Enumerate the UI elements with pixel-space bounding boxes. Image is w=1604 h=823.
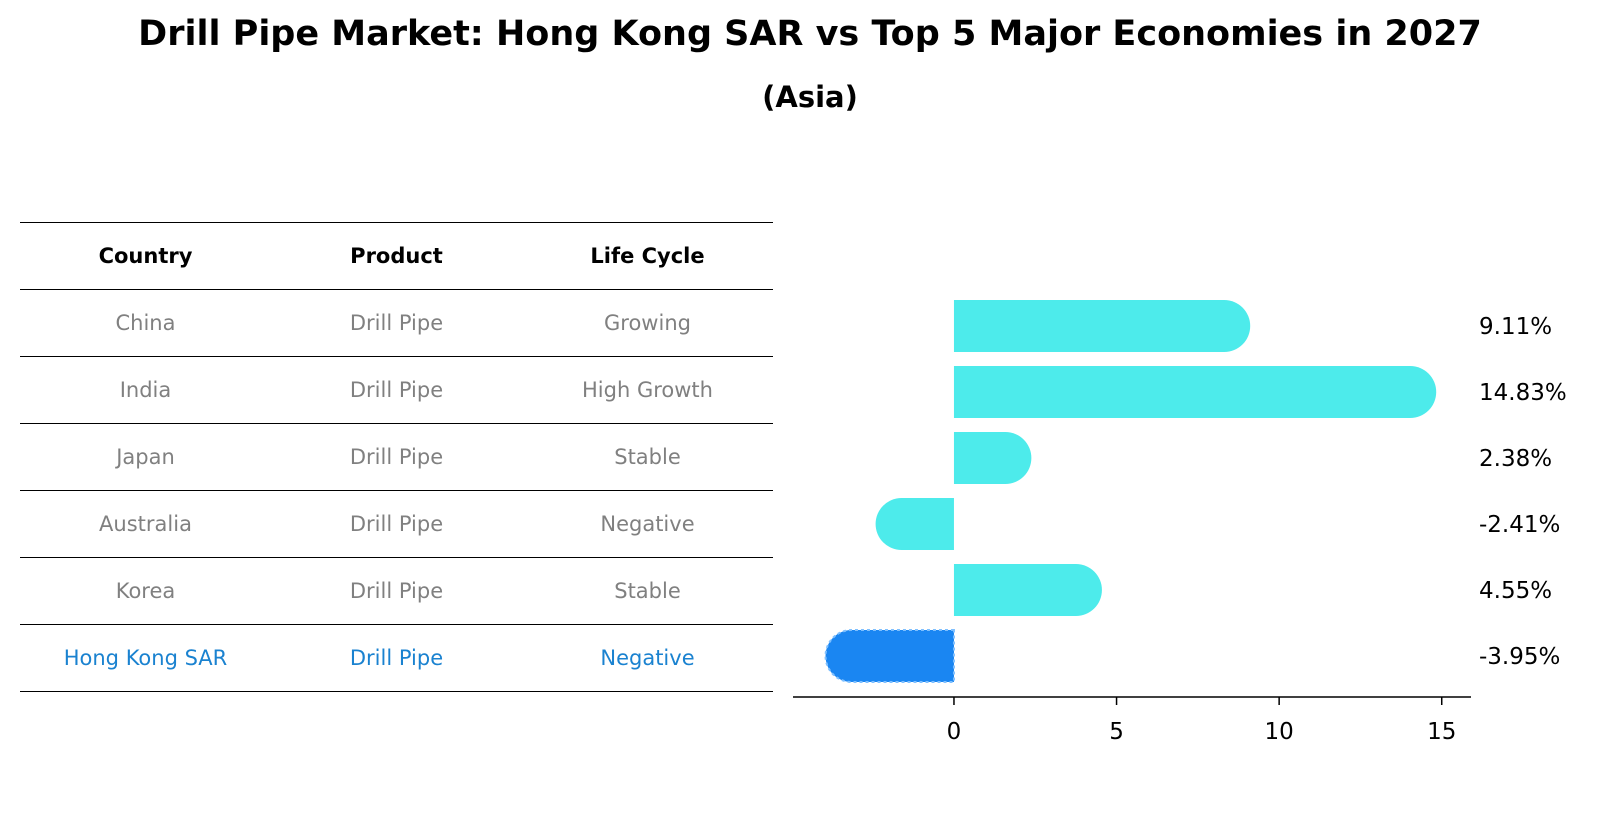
x-tick-label: 10 (1265, 719, 1294, 745)
country-cell: Hong Kong SAR (63, 646, 228, 670)
bar-india (953, 366, 1437, 418)
life-cycle-cell: Stable (614, 579, 681, 603)
product-cell: Drill Pipe (349, 445, 444, 469)
product-cell: Drill Pipe (349, 378, 444, 402)
table-row: Japan Drill Pipe Stable (20, 423, 773, 490)
life-cycle-cell: Negative (600, 646, 695, 670)
chart-subtitle: (Asia) (762, 80, 858, 114)
country-cell: Japan (116, 445, 175, 469)
value-label: 4.55% (1479, 578, 1552, 604)
header-life-cycle: Life Cycle (590, 244, 705, 268)
value-label: -2.41% (1479, 512, 1560, 538)
product-cell: Drill Pipe (349, 646, 444, 670)
country-cell: China (115, 311, 176, 335)
life-cycle-cell: Growing (604, 311, 691, 335)
x-tick-label: 5 (1109, 719, 1124, 745)
market-table: Country Product Life Cycle China Drill P… (20, 222, 773, 692)
table-row: Korea Drill Pipe Stable (20, 557, 773, 624)
highlight-bar-outline (824, 629, 955, 683)
chart-title: Drill Pipe Market: Hong Kong SAR vs Top … (138, 14, 1482, 54)
bar-hong-kong-sar (825, 630, 954, 682)
bar-australia (875, 498, 954, 550)
life-cycle-cell: Stable (614, 445, 681, 469)
table-row: China Drill Pipe Growing (20, 289, 773, 356)
bar-japan (953, 432, 1032, 484)
value-label: 2.38% (1479, 446, 1552, 472)
product-cell: Drill Pipe (349, 311, 444, 335)
value-label: 9.11% (1479, 314, 1552, 340)
country-cell: Korea (115, 579, 176, 603)
table-row: India Drill Pipe High Growth (20, 356, 773, 423)
bar-korea (953, 564, 1102, 616)
value-label: 14.83% (1479, 380, 1567, 406)
x-tick-label: 15 (1427, 719, 1456, 745)
product-cell: Drill Pipe (349, 512, 444, 536)
table-row-highlight: Hong Kong SAR Drill Pipe Negative (20, 624, 773, 692)
product-cell: Drill Pipe (349, 579, 444, 603)
life-cycle-cell: High Growth (582, 378, 713, 402)
table-header-row: Country Product Life Cycle (20, 222, 773, 289)
country-cell: Australia (99, 512, 192, 536)
life-cycle-cell: Negative (600, 512, 695, 536)
country-cell: India (119, 378, 172, 402)
bar-china (953, 300, 1251, 352)
table-row: Australia Drill Pipe Negative (20, 490, 773, 557)
x-tick-label: 0 (947, 719, 962, 745)
value-label: -3.95% (1479, 644, 1560, 670)
header-product: Product (350, 244, 443, 268)
header-country: Country (98, 244, 193, 268)
